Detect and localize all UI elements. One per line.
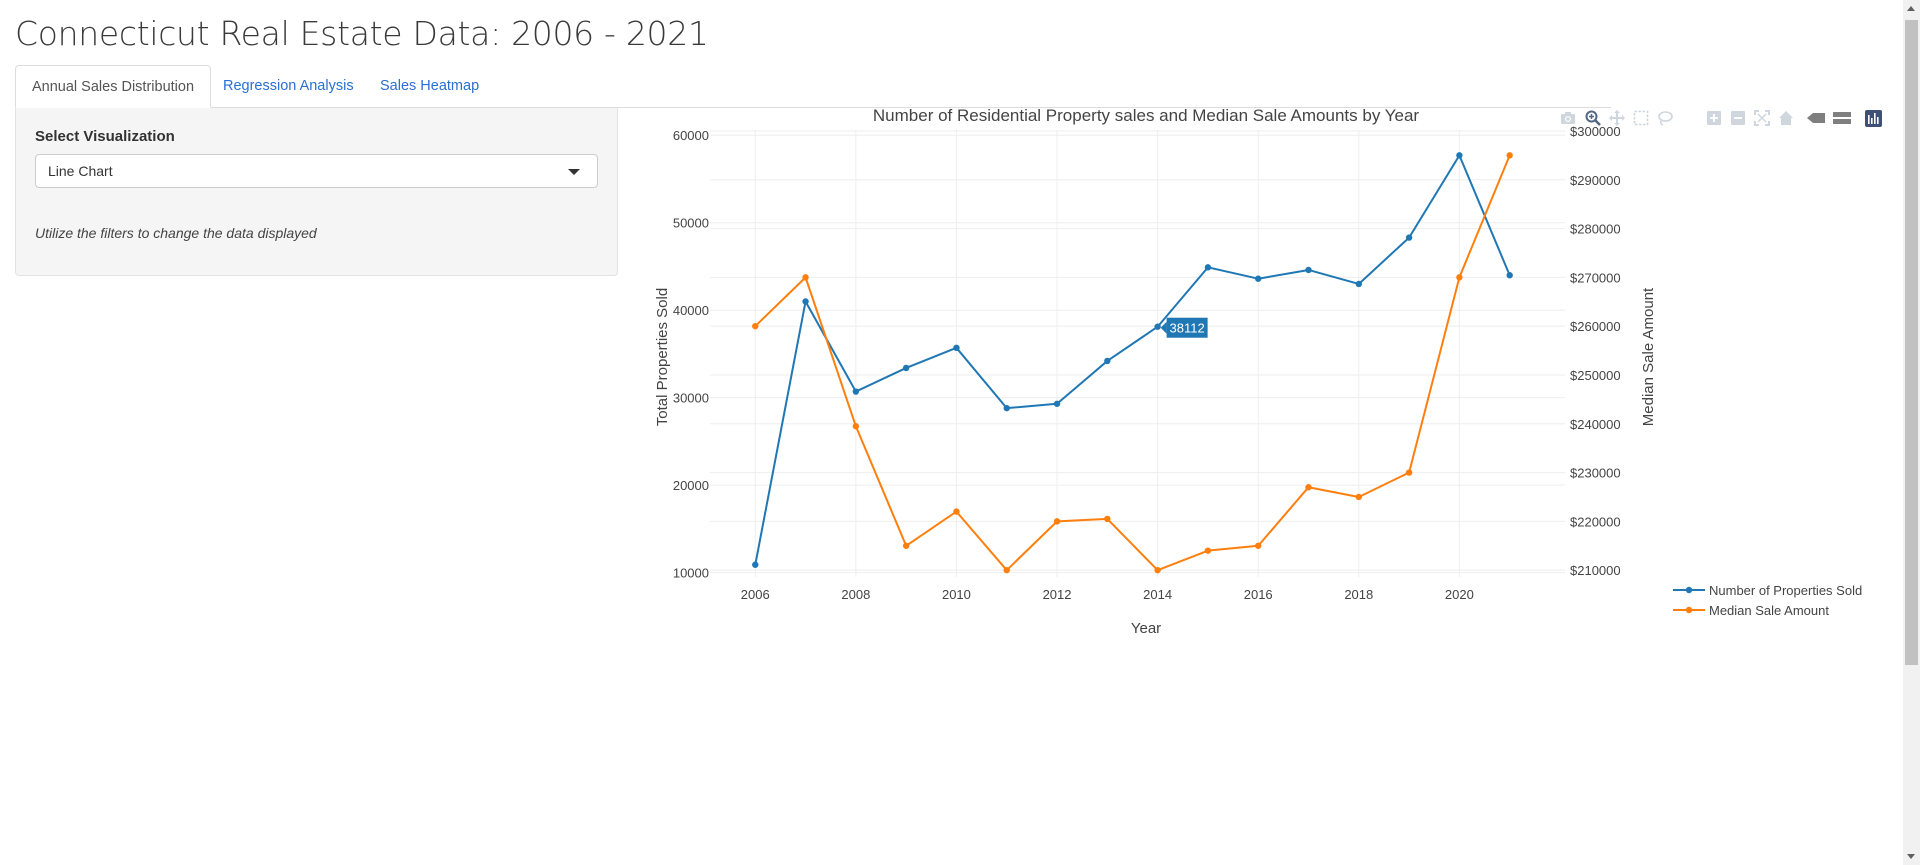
sidebar-panel: Select Visualization Line Chart Utilize … — [15, 108, 618, 276]
data-point[interactable] — [852, 423, 860, 430]
legend-swatch-marker — [1685, 586, 1693, 594]
data-point[interactable] — [802, 274, 809, 281]
data-point[interactable] — [1053, 518, 1061, 525]
box-select-icon[interactable] — [1633, 110, 1649, 130]
reset-axes-icon[interactable] — [1778, 110, 1794, 130]
y-tick-label: 30000 — [673, 391, 709, 406]
data-point[interactable] — [1154, 566, 1161, 574]
pan-icon[interactable] — [1609, 110, 1625, 130]
chart-title: Number of Residential Property sales and… — [873, 106, 1420, 125]
camera-icon[interactable] — [1560, 110, 1576, 130]
x-tick-label: 2006 — [741, 587, 770, 602]
compare-hover-icon[interactable] — [1832, 110, 1852, 130]
data-point[interactable] — [802, 298, 809, 305]
y2-tick-label: $270000 — [1570, 270, 1621, 285]
data-point[interactable] — [1255, 542, 1262, 549]
data-point[interactable] — [902, 364, 910, 372]
data-point[interactable] — [1405, 469, 1413, 476]
series-line-2 — [754, 154, 1511, 572]
chevron-down-icon[interactable] — [568, 169, 580, 175]
zoom-in-icon[interactable] — [1706, 110, 1722, 130]
data-point[interactable] — [953, 344, 960, 352]
data-point[interactable] — [1104, 357, 1111, 365]
data-point[interactable] — [1456, 152, 1463, 159]
data-point[interactable] — [752, 322, 759, 330]
y2-tick-label: $250000 — [1570, 368, 1621, 383]
y-tick-label: 40000 — [673, 303, 709, 318]
tab-bar: Annual Sales Distribution Regression Ana… — [15, 65, 1611, 108]
y2-tick-label: $260000 — [1570, 319, 1621, 334]
legend-item-label[interactable]: Median Sale Amount — [1709, 603, 1829, 618]
x-tick-label: 2008 — [841, 587, 870, 602]
data-point[interactable] — [1506, 272, 1513, 279]
data-point[interactable] — [1154, 323, 1161, 330]
data-point[interactable] — [953, 508, 960, 515]
tab-regression-analysis[interactable]: Regression Analysis — [223, 78, 354, 94]
data-point[interactable] — [1003, 404, 1010, 412]
x-tick-label: 2010 — [942, 587, 971, 602]
y2-tick-label: $240000 — [1570, 417, 1621, 432]
data-point[interactable] — [852, 388, 860, 395]
scrollbar-thumb[interactable] — [1905, 20, 1918, 665]
data-point[interactable] — [752, 561, 759, 568]
data-point[interactable] — [1305, 266, 1312, 274]
tab-sales-heatmap[interactable]: Sales Heatmap — [380, 78, 480, 94]
page-title: Connecticut Real Estate Data: 2006 - 202… — [15, 14, 709, 53]
data-point[interactable] — [1355, 493, 1362, 501]
data-point[interactable] — [1003, 566, 1010, 574]
x-tick-label: 2016 — [1244, 587, 1273, 602]
y-tick-label: 60000 — [673, 128, 709, 143]
autoscale-icon[interactable] — [1754, 110, 1770, 130]
data-point[interactable] — [1204, 264, 1212, 271]
hover-pointer — [1160, 321, 1167, 334]
legend-item-label[interactable]: Number of Properties Sold — [1709, 583, 1862, 598]
tab-annual-sales-distribution[interactable]: Annual Sales Distribution — [15, 65, 212, 108]
data-point[interactable] — [1456, 274, 1463, 281]
data-point[interactable] — [1104, 515, 1111, 523]
spike-lines-icon[interactable] — [1807, 110, 1827, 130]
x-tick-label: 2020 — [1445, 587, 1474, 602]
x-tick-label: 2018 — [1344, 587, 1373, 602]
scroll-down-icon[interactable] — [1907, 854, 1915, 859]
data-point[interactable] — [1305, 484, 1312, 491]
hover-tooltip-value: 38112 — [1170, 321, 1205, 336]
lasso-select-icon[interactable] — [1657, 110, 1673, 130]
data-point[interactable] — [1355, 280, 1362, 288]
y2-tick-label: $280000 — [1570, 222, 1621, 237]
y-tick-label: 10000 — [673, 566, 709, 581]
legend-swatch-marker — [1685, 606, 1693, 614]
y-axis-label: Total Properties Sold — [654, 288, 671, 426]
y2-tick-label: $220000 — [1570, 514, 1621, 529]
page-scrollbar[interactable] — [1903, 0, 1920, 865]
zoom-out-icon[interactable] — [1730, 110, 1746, 130]
plotly-logo-icon[interactable] — [1865, 110, 1882, 131]
data-point[interactable] — [1506, 152, 1513, 159]
select-visualization-label: Select Visualization — [35, 128, 175, 145]
x-tick-label: 2012 — [1043, 587, 1072, 602]
data-point[interactable] — [902, 542, 910, 549]
visualization-select[interactable]: Line Chart — [35, 154, 598, 188]
data-point[interactable] — [1053, 400, 1061, 407]
y2-tick-label: $230000 — [1570, 466, 1621, 481]
y2-tick-label: $290000 — [1570, 173, 1621, 188]
series-line-1 — [754, 154, 1511, 565]
y2-axis-label: Median Sale Amount — [1640, 287, 1657, 426]
y2-tick-label: $210000 — [1570, 563, 1621, 578]
visualization-select-value: Line Chart — [48, 163, 113, 179]
filter-help-text: Utilize the filters to change the data d… — [35, 225, 317, 241]
hover-tooltip-box — [1166, 317, 1208, 338]
scroll-up-icon[interactable] — [1907, 6, 1915, 11]
data-point[interactable] — [1405, 234, 1413, 241]
x-axis-label: Year — [1131, 620, 1161, 637]
y-tick-label: 20000 — [673, 478, 709, 493]
data-point[interactable] — [1255, 275, 1262, 282]
y-tick-label: 50000 — [673, 216, 709, 231]
x-tick-label: 2014 — [1143, 587, 1172, 602]
data-point[interactable] — [1204, 547, 1212, 554]
zoom-icon[interactable] — [1585, 110, 1601, 130]
